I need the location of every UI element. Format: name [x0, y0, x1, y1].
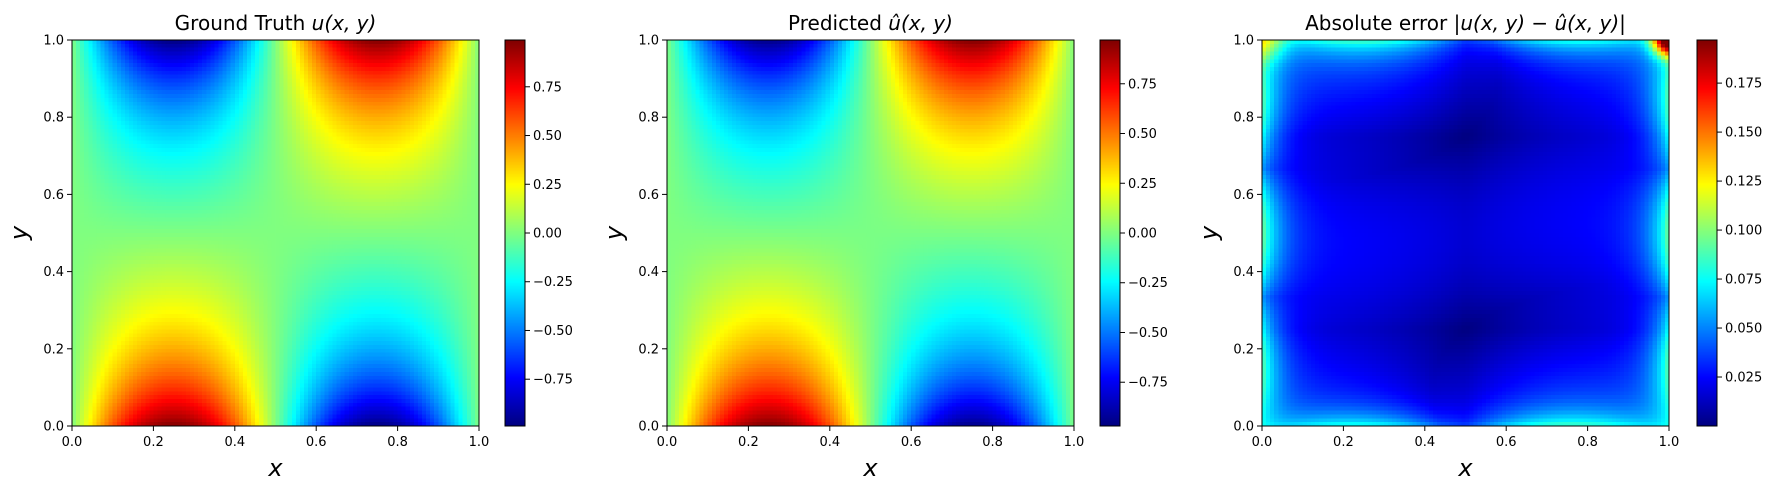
- x-tick-label: 0.4: [224, 435, 245, 450]
- x-tick-label: 0.8: [387, 435, 408, 450]
- heatmap-image: [72, 40, 479, 426]
- colorbar-tick-label: 0.100: [1725, 224, 1762, 239]
- x-tick-label: 0.4: [819, 435, 840, 450]
- colorbar-tick-label: 0.125: [1725, 175, 1762, 190]
- y-tick-label: 0.0: [638, 420, 659, 435]
- colorbar-tick-label: 0.175: [1725, 77, 1762, 92]
- x-tick-label: 0.4: [1414, 435, 1435, 450]
- chart-title: Absolute error |u(x, y) − û(x, y)|: [1305, 11, 1626, 35]
- colorbar-tick-label: 0.25: [533, 178, 562, 193]
- x-tick-label: 1.0: [1659, 435, 1680, 450]
- y-tick-label: 0.4: [1233, 265, 1254, 280]
- y-tick-label: 0.2: [1233, 342, 1254, 357]
- y-tick-label: 0.6: [638, 188, 659, 203]
- y-tick-label: 1.0: [1233, 34, 1254, 49]
- colorbar-frame: [1696, 39, 1718, 427]
- colorbar-tick-label: 0.50: [533, 129, 562, 144]
- x-tick-label: 0.2: [143, 435, 164, 450]
- y-tick-label: 0.8: [43, 111, 64, 126]
- x-tick-label: 0.2: [738, 435, 759, 450]
- colorbar-tick-label: −0.50: [533, 324, 573, 339]
- colorbar-gradient: [1100, 40, 1120, 426]
- x-tick-label: 0.2: [1333, 435, 1354, 450]
- y-axis-label: y: [1195, 225, 1223, 241]
- plot-frame: [1261, 39, 1670, 427]
- plot-frame: [71, 39, 480, 427]
- panel-absolute-error: Absolute error |u(x, y) − û(x, y)| 0.0 0.2…: [1195, 11, 1762, 482]
- plot-frame: [666, 39, 1075, 427]
- y-tick-label: 0.4: [43, 265, 64, 280]
- x-axis-label: x: [267, 454, 283, 482]
- x-tick-label: 1.0: [1064, 435, 1085, 450]
- colorbar-tick-label: 0.75: [1128, 77, 1157, 92]
- heatmap-image: [667, 40, 1074, 426]
- y-tick-label: 0.8: [638, 111, 659, 126]
- colorbar-tick-label: 0.50: [1128, 127, 1157, 142]
- x-tick-label: 0.0: [1252, 435, 1273, 450]
- colorbar-gradient: [505, 40, 525, 426]
- y-tick-label: 0.2: [638, 342, 659, 357]
- colorbar-tick-label: −0.75: [533, 373, 573, 388]
- y-tick-label: 0.8: [1233, 111, 1254, 126]
- heatmap-image: [1262, 40, 1669, 426]
- x-tick-label: 0.0: [62, 435, 83, 450]
- y-tick-label: 0.6: [1233, 188, 1254, 203]
- y-tick-label: 0.2: [43, 342, 64, 357]
- y-axis-label: y: [5, 225, 33, 241]
- chart-title: Ground Truth u(x, y): [175, 11, 377, 35]
- colorbar-tick-label: 0.050: [1725, 322, 1762, 337]
- colorbar-tick-label: −0.50: [1128, 326, 1168, 341]
- y-axis-label: y: [600, 225, 628, 241]
- x-tick-label: 0.0: [657, 435, 678, 450]
- y-tick-label: 0.4: [638, 265, 659, 280]
- x-tick-label: 0.6: [901, 435, 922, 450]
- colorbar-tick-label: 0.25: [1128, 177, 1157, 192]
- x-tick-label: 0.6: [1496, 435, 1517, 450]
- colorbar-tick-label: −0.75: [1128, 376, 1168, 391]
- colorbar-tick-label: −0.25: [1128, 276, 1168, 291]
- colorbar-tick-label: 0.025: [1725, 371, 1762, 386]
- y-tick-label: 1.0: [43, 34, 64, 49]
- colorbar-tick-label: 0.150: [1725, 126, 1762, 141]
- panel-predicted: Predicted û(x, y) 0.0 0.2 0.4 0.6 0.8 1.0 0.0 0.…: [600, 11, 1168, 482]
- x-axis-label: x: [862, 454, 878, 482]
- x-tick-label: 0.8: [1577, 435, 1598, 450]
- y-tick-label: 1.0: [638, 34, 659, 49]
- panel-ground-truth: Ground Truth u(x, y) 0.0 0.2 0.4 0.6 0.8 1.0 0.…: [5, 11, 573, 482]
- x-axis-label: x: [1457, 454, 1473, 482]
- colorbar-gradient: [1697, 40, 1717, 426]
- y-tick-label: 0.6: [43, 188, 64, 203]
- x-tick-label: 1.0: [469, 435, 490, 450]
- colorbar-tick-label: 0.00: [1128, 227, 1157, 242]
- y-tick-label: 0.0: [1233, 420, 1254, 435]
- x-tick-label: 0.6: [306, 435, 327, 450]
- colorbar-tick-label: 0.00: [533, 227, 562, 242]
- chart-title: Predicted û(x, y): [788, 11, 953, 35]
- colorbar-tick-label: 0.075: [1725, 273, 1762, 288]
- y-tick-label: 0.0: [43, 420, 64, 435]
- colorbar-tick-label: 0.75: [533, 80, 562, 95]
- x-tick-label: 0.8: [982, 435, 1003, 450]
- colorbar-tick-label: −0.25: [533, 275, 573, 290]
